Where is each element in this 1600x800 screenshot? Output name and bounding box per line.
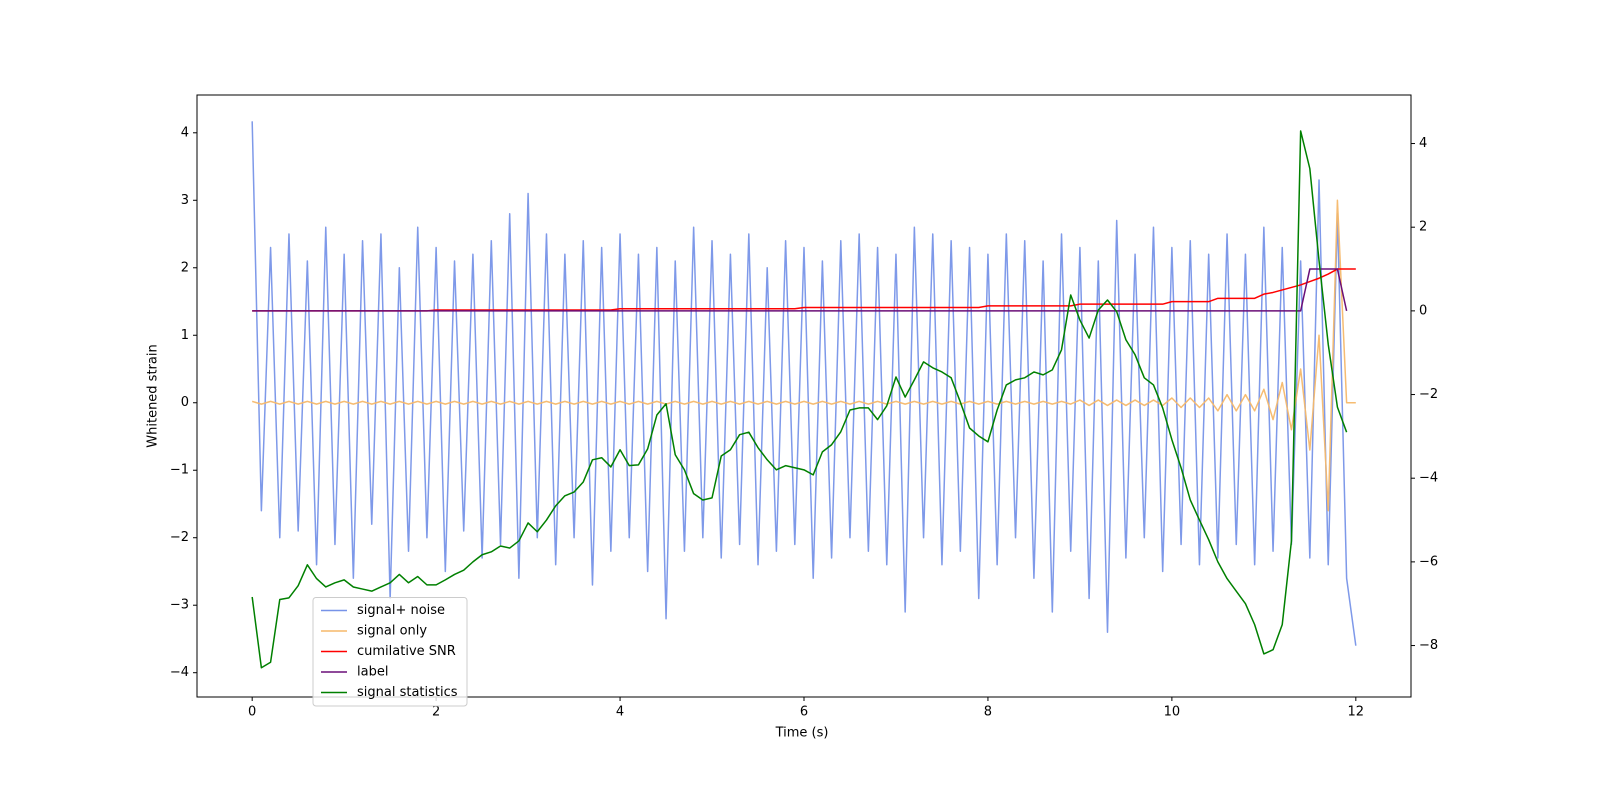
legend-label: label (357, 665, 388, 680)
y-tick-label: −4 (170, 665, 189, 680)
y2-tick-label: 4 (1419, 136, 1427, 151)
y-tick-label: −1 (170, 463, 189, 478)
legend-label: signal statistics (357, 685, 458, 700)
x-axis-label: Time (s) (775, 726, 829, 741)
plot-area (251, 121, 1357, 669)
x-tick-label: 10 (1164, 705, 1181, 720)
y2-tick-label: 0 (1419, 303, 1427, 318)
y2-tick-label: −4 (1419, 471, 1438, 486)
y2-tick-label: −6 (1419, 554, 1438, 569)
legend-box (312, 597, 468, 707)
y2-tick-label: 2 (1419, 220, 1427, 235)
x-tick-label: 0 (248, 705, 256, 720)
y-tick-label: 4 (181, 125, 189, 140)
y-tick-label: 0 (181, 395, 189, 410)
legend: signal+ noise signal only cumilative SNR la… (312, 597, 468, 707)
x-tick-label: 6 (800, 705, 808, 720)
legend-label: signal only (357, 624, 427, 639)
y-tick-label: −2 (170, 530, 189, 545)
series-line (252, 268, 1356, 312)
x-tick-label: 8 (984, 705, 992, 720)
y-tick-label: 1 (181, 328, 189, 343)
y-tick-label: −3 (170, 598, 189, 613)
x-tick-label: 4 (616, 705, 624, 720)
series-line (252, 268, 1348, 312)
y-tick-label: 3 (181, 193, 189, 208)
x-tick-label: 12 (1348, 705, 1365, 720)
series-line (251, 121, 1357, 646)
y-axis-label: Whitened strain (146, 344, 161, 447)
series-line (251, 199, 1356, 512)
legend-label: cumilative SNR (357, 644, 456, 659)
y2-tick-label: −2 (1419, 387, 1438, 402)
legend-label: signal+ noise (357, 603, 445, 618)
y-tick-label: 2 (181, 260, 189, 275)
series-line (251, 130, 1348, 669)
x-tick-label: 2 (432, 705, 440, 720)
y2-tick-label: −8 (1419, 638, 1438, 653)
